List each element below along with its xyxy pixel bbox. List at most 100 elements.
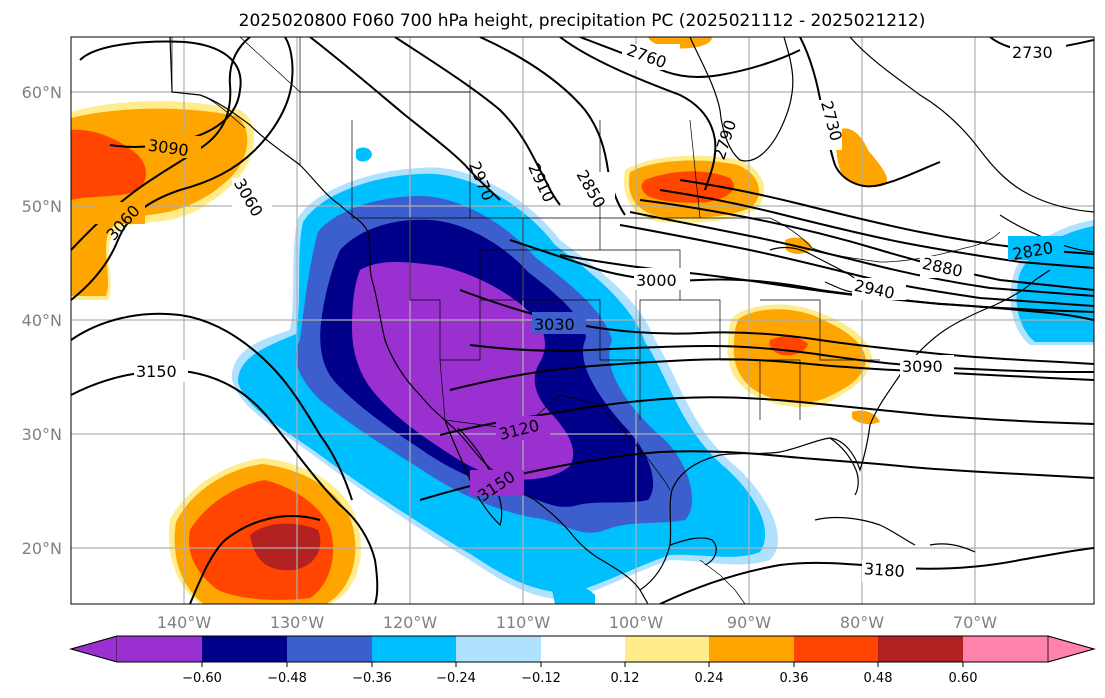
border-us-canada (352, 217, 1001, 263)
colorbar-ticks (201, 662, 964, 667)
colorbar-segment (625, 636, 709, 662)
coastline-yucatan (669, 537, 717, 566)
coastline-cuba (814, 516, 916, 546)
contour-2820 (679, 179, 1094, 255)
contour-label-bg (622, 44, 680, 70)
map-title: 2025020800 F060 700 hPa height, precipit… (239, 11, 926, 31)
colorbar-segment (287, 636, 372, 662)
contour-label-3180-east: 3180 (863, 559, 905, 581)
contour-2910 (394, 37, 561, 206)
border-central-america (699, 559, 746, 604)
coastline-baja (444, 419, 503, 527)
colorbar-tick-label: −0.36 (352, 671, 392, 686)
colorbar-tick-label: −0.60 (182, 671, 222, 686)
colorbar-segment (202, 636, 287, 662)
contour-3120-east (439, 396, 1094, 436)
contour-3000 (509, 239, 1094, 321)
contour-label-3090-east: 3090 (902, 357, 943, 376)
colorbar-segment (709, 636, 794, 662)
colorbar-outline (69, 635, 1096, 663)
colorbar-segment (794, 636, 878, 662)
colorbar-tick-label: 0.60 (949, 671, 978, 686)
lon-label-70: 70°W (953, 613, 997, 632)
contour-label-bg (145, 136, 201, 158)
colorbar-segment (372, 636, 456, 662)
colorbar-segment (878, 636, 963, 662)
colorbar: −0.60 −0.48 −0.36 −0.24 −0.12 0.12 0.24 … (69, 635, 1096, 686)
contour-label-bg (812, 100, 842, 150)
contour-label-bg (862, 560, 916, 582)
contour-2940 (619, 224, 1094, 307)
contour-3060-east (469, 344, 1094, 373)
contour-2910-east (629, 211, 1094, 297)
longitude-labels: 140°W 130°W 120°W 110°W 100°W 90°W 80°W … (157, 613, 997, 632)
lon-label-140: 140°W (157, 613, 212, 632)
lon-label-80: 80°W (840, 613, 884, 632)
colorbar-tick-label: 0.24 (695, 671, 724, 686)
fill-pos-ontario-red (641, 171, 734, 203)
colorbar-tick-label: −0.12 (521, 671, 561, 686)
coastline-great-lakes (769, 246, 860, 293)
state-lines-central (600, 249, 880, 420)
contour-label-bg (1008, 236, 1064, 260)
coastline-quebec-labrador (849, 37, 1094, 213)
political-borders (171, 37, 1001, 604)
coastline-hispaniola (929, 543, 976, 553)
contour-label-3000: 3000 (636, 271, 677, 290)
lat-label-20: 20°N (22, 539, 62, 558)
colorbar-segment (963, 636, 1048, 662)
lon-label-130: 130°W (270, 613, 325, 632)
colorbar-extend-low (69, 635, 118, 663)
contour-2970 (309, 37, 501, 201)
contour-label-bg (575, 172, 615, 202)
contour-label-2730-ne: 2730 (1012, 43, 1053, 62)
contour-label-bg (95, 202, 145, 224)
coastline-florida (829, 437, 859, 496)
lat-label-40: 40°N (22, 311, 62, 330)
colorbar-tick-label: 0.36 (780, 671, 809, 686)
contour-label-3150-west: 3150 (136, 362, 177, 381)
map-frame (70, 36, 1095, 605)
coastline-gulf (639, 269, 1051, 591)
colorbar-tick-label: 0.12 (611, 671, 640, 686)
lat-label-60: 60°N (22, 83, 62, 102)
border-alaska-canada (171, 37, 246, 129)
lon-label-110: 110°W (496, 613, 551, 632)
contour-label-bg (470, 470, 524, 496)
contour-label-bg (900, 355, 954, 377)
lon-label-90: 90°W (727, 613, 771, 632)
fill-pos-subtrop-firebrick (250, 523, 321, 571)
fill-pos-ohio-orange (733, 309, 866, 403)
colorbar-tick-label: −0.24 (436, 671, 476, 686)
contour-label-bg (634, 268, 690, 290)
colorbar-tick-label: −0.48 (267, 671, 307, 686)
colorbar-extend-high (1047, 635, 1096, 663)
contour-label-bg (232, 178, 272, 218)
coastline-hudson-bay (689, 37, 794, 162)
lat-label-50: 50°N (22, 197, 62, 216)
fill-neg-bc-sky (356, 147, 372, 162)
contour-2970-east (559, 254, 1094, 313)
contour-label-bg (134, 360, 188, 382)
province-lines (239, 37, 701, 219)
colorbar-tick-label: 0.48 (864, 671, 893, 686)
colorbar-segment (456, 636, 541, 662)
contour-label-3030: 3030 (534, 315, 575, 334)
colorbar-segment (541, 636, 625, 662)
contour-2760 (579, 37, 801, 78)
coastlines (169, 37, 1094, 604)
fill-neg-caribbean-sky (552, 585, 595, 604)
contour-label-bg (852, 278, 906, 300)
latitude-labels: 60°N 50°N 40°N 30°N 20°N (22, 83, 62, 558)
lon-label-100: 100°W (609, 613, 664, 632)
colorbar-segment (117, 636, 202, 662)
contour-2850-east (659, 189, 1094, 269)
map-panel: 3090 3060 3060 3150 2970 2910 2850 2760 … (70, 36, 1095, 605)
contour-label-bg (496, 416, 550, 440)
lat-label-30: 30°N (22, 425, 62, 444)
contour-3060-west (71, 37, 294, 301)
contour-3120-west (71, 312, 353, 501)
lon-label-120: 120°W (383, 613, 438, 632)
contour-label-bg (920, 256, 974, 278)
